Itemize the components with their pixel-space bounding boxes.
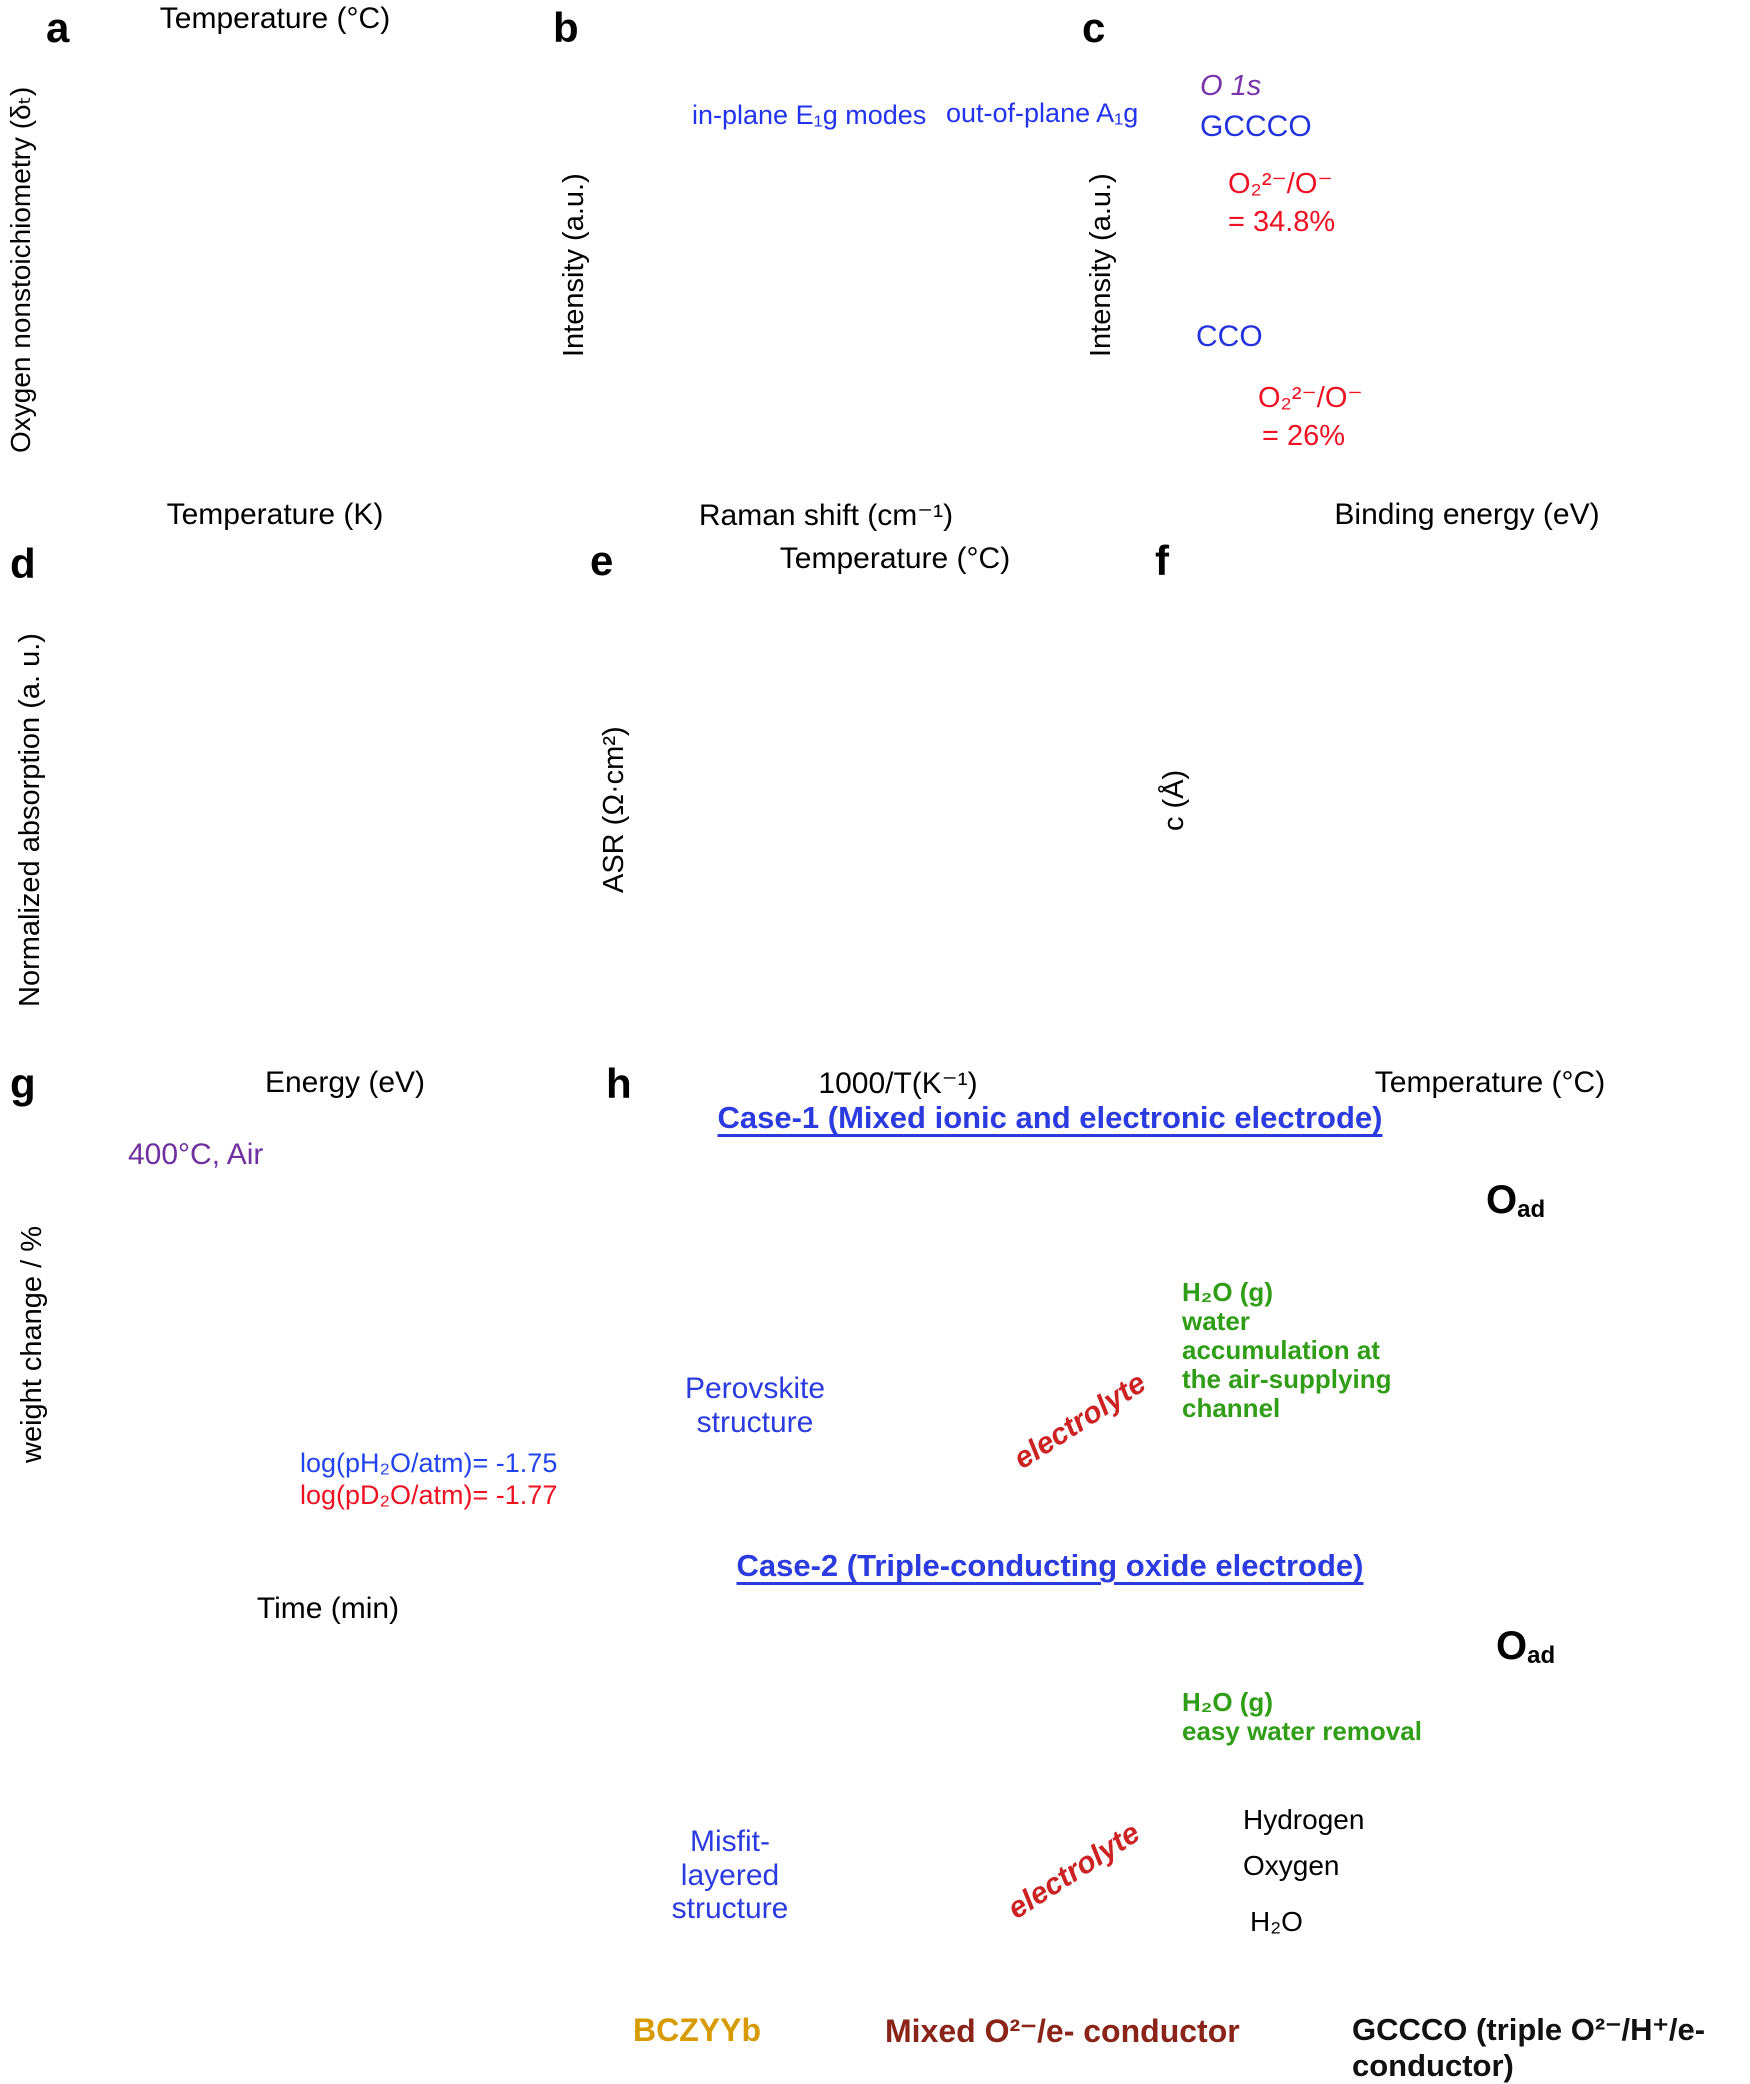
panel-b-x-axis-title: Raman shift (cm⁻¹): [698, 499, 954, 532]
panel-g-letter: g: [10, 1060, 36, 1107]
panel-g-x-axis-title: Time (min): [256, 1592, 400, 1625]
panel-f-chart: [1145, 530, 1750, 1075]
bottom-legend-mixed-conductor: Mixed O²⁻/e- conductor: [885, 2013, 1240, 2049]
panel-b-y-axis-title: Intensity (a.u.): [558, 173, 590, 357]
panel-c-chart: [1080, 0, 1750, 530]
panel-c-y-axis-title: Intensity (a.u.): [1085, 173, 1117, 357]
panel-a-bottom-axis-title: Temperature (K): [166, 498, 384, 531]
panel-e-chart: [600, 530, 1145, 1075]
panel-c-o1s-label: O 1s: [1200, 70, 1262, 102]
panel-c-ratio2-line2: = 26%: [1262, 420, 1346, 452]
panel-f-y-axis-title: c (Å): [1158, 769, 1190, 831]
panel-b-inplane-annotation: in-plane E₁g modes: [692, 100, 927, 130]
panel-g-condition-label: 400°C, Air: [128, 1138, 264, 1171]
case2-title: Case-2 (Triple-conducting oxide electrod…: [736, 1548, 1364, 1583]
panel-e-letter: e: [590, 537, 614, 584]
case1-oad-label: Oad: [1486, 1178, 1545, 1224]
panel-g-legend-d2o: log(pD₂O/atm)= -1.77: [300, 1480, 558, 1510]
oad-main: O: [1496, 1624, 1528, 1668]
case1-electrolyte-label: electrolyte: [1008, 1366, 1152, 1476]
panel-g-y-axis-title: weight change / %: [16, 1226, 48, 1464]
panel-h-letter: h: [606, 1060, 632, 1107]
panel-b-letter: b: [553, 4, 579, 51]
mini-legend-hydrogen: Hydrogen: [1243, 1804, 1365, 1835]
oad-sub: ad: [1517, 1196, 1546, 1224]
panel-e-top-axis-title: Temperature (°C): [779, 542, 1011, 575]
panel-e-y-axis-title: ASR (Ω·cm²): [598, 726, 630, 894]
panel-c-ratio1-line1: O₂²⁻/O⁻: [1228, 168, 1333, 200]
panel-e-x-axis-title: 1000/T(K⁻¹): [818, 1067, 978, 1100]
panel-c-sample2-label: CCO: [1196, 320, 1263, 353]
case1-water-note: H₂O (g) water accumulation at the air-su…: [1182, 1277, 1392, 1424]
case2-water-note: H₂O (g) easy water removal: [1182, 1687, 1422, 1747]
panel-a-y-axis-title: Oxygen nonstoichiometry (δₜ): [5, 86, 36, 454]
panel-d-x-axis-title: Energy (eV): [264, 1066, 426, 1099]
panel-d-letter: d: [10, 540, 36, 587]
oad-main: O: [1486, 1178, 1518, 1222]
panel-a-top-axis-title: Temperature (°C): [159, 2, 391, 35]
panel-g-legend-h2o: log(pH₂O/atm)= -1.75: [300, 1448, 558, 1478]
case1-title: Case-1 (Mixed ionic and electronic elect…: [717, 1100, 1383, 1135]
panel-c-sample1-label: GCCCO: [1200, 110, 1312, 143]
case2-oad-label: Oad: [1496, 1624, 1555, 1670]
panel-c-x-axis-title: Binding energy (eV): [1334, 498, 1600, 531]
panel-b-chart: [555, 0, 1085, 530]
panel-b-outplane-annotation: out-of-plane A₁g: [946, 98, 1139, 128]
oad-sub: ad: [1527, 1642, 1556, 1670]
bottom-legend-gccco: GCCCO (triple O²⁻/H⁺/e- conductor): [1352, 2012, 1706, 2083]
mini-legend-oxygen: Oxygen: [1243, 1850, 1340, 1881]
panel-a-letter: a: [46, 4, 70, 51]
panel-a-chart: [0, 0, 540, 530]
panel-f-letter: f: [1155, 537, 1169, 584]
case2-electrolyte-label: electrolyte: [1002, 1816, 1146, 1926]
panel-g-chart: [0, 1060, 600, 1620]
panel-c-letter: c: [1082, 4, 1106, 51]
perovskite-structure-label: Perovskite structure: [684, 1372, 826, 1439]
mini-legend-h2o: H₂O: [1250, 1906, 1303, 1937]
panel-d-chart: [0, 530, 600, 1075]
panel-c-ratio2-line1: O₂²⁻/O⁻: [1258, 382, 1363, 414]
panel-d-y-axis-title: Normalized absorption (a. u.): [14, 633, 46, 1007]
misfit-structure-label: Misfit- layered structure: [671, 1825, 789, 1926]
panel-f-x-axis-title: Temperature (°C): [1374, 1066, 1606, 1099]
bottom-legend-bczyyb: BCZYYb: [633, 2012, 761, 2048]
panel-c-ratio1-line2: = 34.8%: [1228, 206, 1336, 238]
